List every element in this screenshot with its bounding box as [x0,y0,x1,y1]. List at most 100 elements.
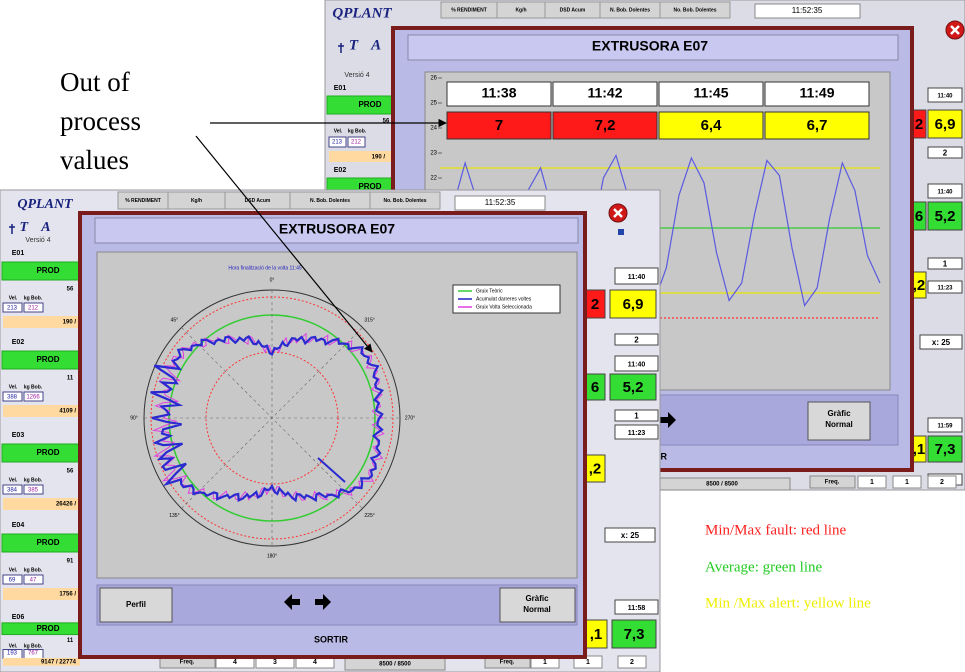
value-box [23,302,44,313]
logo: TA [19,220,64,235]
col-label: Vel. [9,477,18,483]
status-cell [614,355,659,372]
value-box [328,136,347,148]
reading-value: 6,4 [701,117,723,134]
total-bar [3,498,80,510]
button-bar [96,584,578,626]
col-label: kg Bob. [24,477,43,483]
logo: TA [349,37,395,53]
reading-cell [446,111,552,140]
status-value: ,1 [913,441,926,458]
time-label: 11:49 [799,85,834,101]
unit-count: 11 [67,638,74,644]
status-cell [611,619,657,649]
header-label: No. Bob. Dolentes [673,7,716,13]
header-label: % RENDIMENT [125,198,161,204]
time-cell [552,81,658,107]
freq-value: 1 [905,479,909,486]
status-value: 1 [943,260,948,269]
value-box [2,391,23,402]
annotation-text: process [60,106,141,136]
freq-label: Freq. [180,660,195,666]
plot-area [96,251,578,579]
version: Versió 4 [344,72,369,79]
reading-value: 7,2 [595,117,616,134]
unit-id: E06 [12,614,25,621]
status-cell [927,183,963,199]
angle-label: 225° [364,513,374,519]
next-arrow[interactable] [660,412,676,428]
button-label[interactable]: Gràfic [525,594,549,603]
polar-title: Hora finalització de la volta 11:45 [228,265,302,271]
col-label: Vel. [9,644,18,650]
status-value: ,1 [590,626,603,643]
unit-vel: 193 [7,650,18,656]
prev-arrow[interactable] [284,594,300,610]
status-cell [609,289,657,319]
dialog-title: EXTRUSORA E07 [592,38,708,54]
footer-cell [857,475,887,489]
time-cell [446,81,552,107]
value-box [23,484,44,495]
freq-value: 4 [233,659,237,666]
unit-count: 91 [67,559,74,565]
button[interactable] [499,587,576,623]
unit-total: 1756 / [59,592,76,598]
annotation-text: values [60,145,129,175]
status-value: 11:23 [937,286,953,292]
freq-value: 2 [630,659,634,666]
close-cross [613,208,623,218]
annotation-text: Out of [60,67,130,97]
button-label[interactable]: Normal [523,605,551,614]
status-value: 7,3 [935,441,956,458]
footer-total: 8500 / 8500 [706,482,738,488]
callout-arrow [195,135,373,353]
unit-state: PROD [36,624,59,633]
angle-label: 315° [364,318,374,324]
status-cell [927,87,963,103]
status-value: 11:40 [937,94,953,100]
legend-label: Acumulat darreres voltes [476,296,532,302]
unit-total: 26426 / [56,502,76,508]
unit-state: PROD [358,182,381,191]
col-label: kg Bob. [24,644,43,650]
unit-vel: 69 [9,578,16,584]
header-label: DSD Acum [560,7,586,13]
status-value: ,2 [589,460,602,477]
reading-value: 6,7 [807,117,828,134]
freq-label: Freq. [500,660,515,666]
logo: QPLANT [17,197,74,212]
header-cell [659,1,731,19]
freq-value: 1 [870,479,874,486]
status-value: 5,2 [935,208,956,225]
status-value: 6,9 [935,116,956,133]
next-arrow[interactable] [315,594,331,610]
footer-cell [892,475,922,489]
unit-vel: 213 [7,306,18,312]
freq-value: 4 [313,659,317,666]
header-label: DSD Acum [245,198,271,204]
freq-label: Freq. [825,480,840,486]
y-tick-label: 26 [430,76,437,82]
col-label: Vel. [9,295,18,301]
value-box [23,574,44,585]
footer-cell [809,475,856,489]
status-cell [614,267,659,285]
footer-cell [927,475,957,489]
button-label[interactable]: Normal [825,420,853,429]
status-value: 7,3 [624,626,645,643]
y-tick-label: 22 [430,176,437,182]
button-label[interactable]: Perfil [126,600,146,609]
angle-label: 45° [171,318,179,324]
unit-kg: 212 [28,306,39,312]
header-cell [369,191,441,210]
time-cell [764,81,870,107]
value-box [347,136,366,148]
unit-total: 4109 / [59,409,76,415]
button[interactable] [99,587,173,623]
unit-vel: 384 [7,488,18,494]
exit-button[interactable]: SORTIR [314,634,349,644]
button[interactable] [807,401,871,441]
footer-cell [617,655,647,669]
button-label[interactable]: Gràfic [827,409,851,418]
